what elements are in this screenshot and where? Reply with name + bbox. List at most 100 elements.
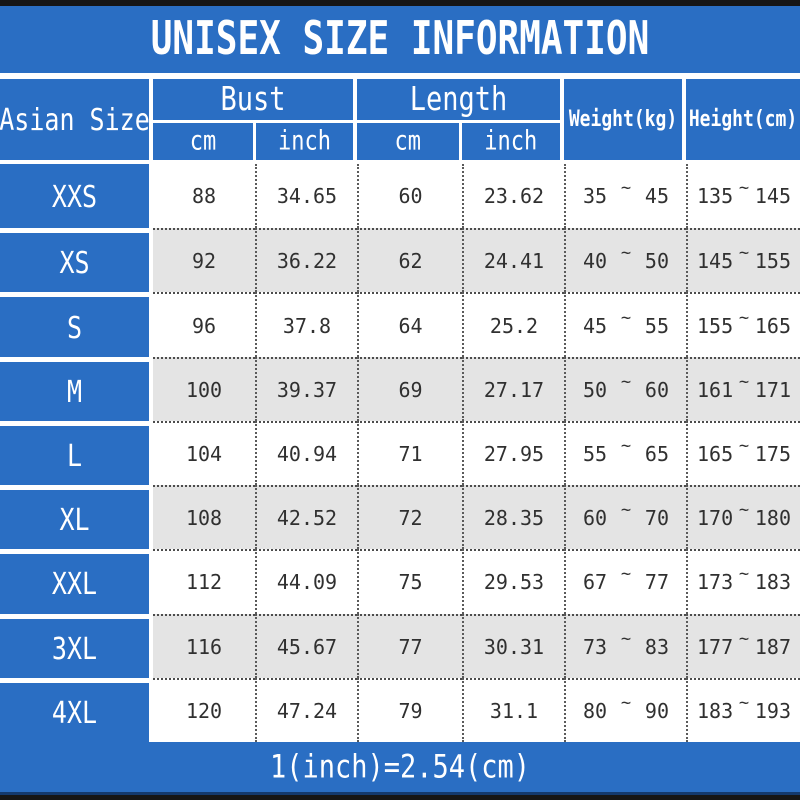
weight-min: 67 (583, 570, 608, 595)
bust-cm-cell: 88 (191, 184, 217, 209)
table-row-xs: XS 92 36.22 62 24.41 40 ~ 50 145 ~ 155 (0, 228, 800, 293)
table-row-3xl: 3XL 116 45.67 77 30.31 73 ~ 83 177 ~ 187 (0, 613, 800, 678)
length-cm-cell: 64 (357, 292, 462, 357)
header-bust-units: cm inch (153, 123, 353, 160)
length-inch-cell: 24.41 (462, 228, 564, 293)
header-bust-cm: cm (153, 123, 253, 160)
tilde-icon: ~ (620, 371, 632, 392)
bust-inch-cell: 44.09 (255, 549, 357, 614)
height-max: 155 (754, 249, 791, 274)
tilde-icon: ~ (738, 500, 750, 521)
header-bust-inch: inch (253, 123, 353, 160)
height-max: 145 (754, 184, 791, 209)
weight-max: 55 (644, 313, 669, 338)
length-inch-cell: 23.62 (462, 164, 564, 229)
page-title: UNISEX SIZE INFORMATION (150, 13, 650, 66)
top-black-strip (0, 0, 800, 6)
height-min: 145 (697, 249, 734, 274)
length-cm-cell: 62 (357, 228, 462, 293)
height-min: 165 (697, 441, 734, 466)
length-inch-cell: 27.17 (462, 356, 564, 421)
header-weight-label: Weight(kg) (568, 106, 678, 133)
height-range-cell: 145 ~ 155 (686, 228, 800, 293)
table-body: XXS 88 34.65 60 23.62 35 ~ 45 135 ~ 145 … (0, 164, 800, 742)
header-length: Length (357, 79, 560, 123)
tilde-icon: ~ (620, 178, 632, 199)
length-cm-cell: 71 (357, 420, 462, 486)
length-cm-cell: 60 (357, 164, 462, 229)
height-max: 171 (754, 377, 791, 402)
header-height-label: Height(cm) (688, 106, 798, 133)
bust-inch-cell: 37.8 (255, 292, 357, 357)
header-asian-size: Asian Size (0, 79, 153, 160)
weight-range-cell: 67 ~ 77 (564, 549, 686, 614)
height-min: 177 (697, 634, 734, 659)
header-weight: Weight(kg) (564, 79, 686, 160)
weight-max: 77 (644, 570, 669, 595)
weight-range-cell: 80 ~ 90 (564, 677, 686, 742)
weight-range-cell: 40 ~ 50 (564, 228, 686, 293)
height-range-cell: 183 ~ 193 (686, 677, 800, 742)
header-length-group: Length cm inch (357, 79, 564, 160)
height-range-cell: 165 ~ 175 (686, 420, 800, 486)
tilde-icon: ~ (738, 371, 750, 392)
weight-range-cell: 73 ~ 83 (564, 613, 686, 678)
length-cm-cell: 72 (357, 485, 462, 550)
tilde-icon: ~ (620, 500, 632, 521)
weight-range-cell: 60 ~ 70 (564, 485, 686, 550)
weight-range-cell: 35 ~ 45 (564, 164, 686, 229)
size-label: XXS (51, 178, 98, 214)
bust-inch-cell: 42.52 (255, 485, 357, 550)
table-row-l: L 104 40.94 71 27.95 55 ~ 65 165 ~ 175 (0, 420, 800, 486)
size-label: 3XL (51, 630, 98, 666)
size-cell: L (0, 420, 153, 486)
weight-min: 60 (583, 506, 608, 531)
table-row-4xl: 4XL 120 47.24 79 31.1 80 ~ 90 183 ~ 193 (0, 677, 800, 742)
weight-range-cell: 55 ~ 65 (564, 420, 686, 486)
tilde-icon: ~ (620, 243, 632, 264)
length-inch-cell: 29.53 (462, 549, 564, 614)
height-max: 187 (754, 634, 791, 659)
height-min: 155 (697, 313, 734, 338)
weight-max: 65 (644, 441, 669, 466)
header-bust-label: Bust (220, 80, 286, 119)
footer-edge-line (0, 792, 800, 795)
tilde-icon: ~ (738, 628, 750, 649)
bust-inch-cell: 40.94 (255, 420, 357, 486)
height-range-cell: 155 ~ 165 (686, 292, 800, 357)
header-length-cm: cm (357, 123, 459, 160)
size-label: XXL (51, 566, 98, 602)
size-label: M (66, 373, 83, 409)
bust-cm-cell: 100 (153, 356, 255, 421)
height-min: 173 (697, 570, 734, 595)
weight-min: 50 (583, 377, 608, 402)
title-bar: UNISEX SIZE INFORMATION (0, 6, 800, 73)
header-length-inch-label: inch (484, 126, 538, 157)
size-label: 4XL (51, 694, 98, 731)
height-min: 170 (697, 506, 734, 531)
conversion-footer: 1(inch)=2.54(cm) (0, 742, 800, 792)
weight-min: 73 (583, 634, 608, 659)
divider (0, 160, 800, 164)
header-bust-cm-label: cm (189, 126, 217, 157)
table-row-m: M 100 39.37 69 27.17 50 ~ 60 161 ~ 171 (0, 356, 800, 421)
length-inch-cell: 27.95 (462, 420, 564, 486)
bust-cm-cell: 104 (153, 420, 255, 485)
bust-inch-cell: 34.65 (255, 164, 357, 229)
table-row-xxl: XXL 112 44.09 75 29.53 67 ~ 77 173 ~ 183 (0, 549, 800, 614)
bust-inch-cell: 39.37 (255, 356, 357, 421)
header-length-cm-label: cm (394, 126, 422, 157)
tilde-icon: ~ (620, 628, 632, 649)
bust-cm-cell: 96 (153, 292, 255, 356)
weight-min: 45 (583, 313, 608, 338)
size-cell: 3XL (0, 613, 153, 678)
size-label: XS (59, 245, 90, 281)
size-cell: S (0, 292, 153, 357)
height-range-cell: 161 ~ 171 (686, 356, 800, 421)
weight-range-cell: 50 ~ 60 (564, 356, 686, 421)
conversion-note: 1(inch)=2.54(cm) (269, 748, 531, 786)
length-cm-cell: 69 (357, 356, 462, 421)
bust-cm-cell: 112 (153, 549, 255, 613)
length-inch-cell: 28.35 (462, 485, 564, 550)
tilde-icon: ~ (620, 564, 632, 585)
